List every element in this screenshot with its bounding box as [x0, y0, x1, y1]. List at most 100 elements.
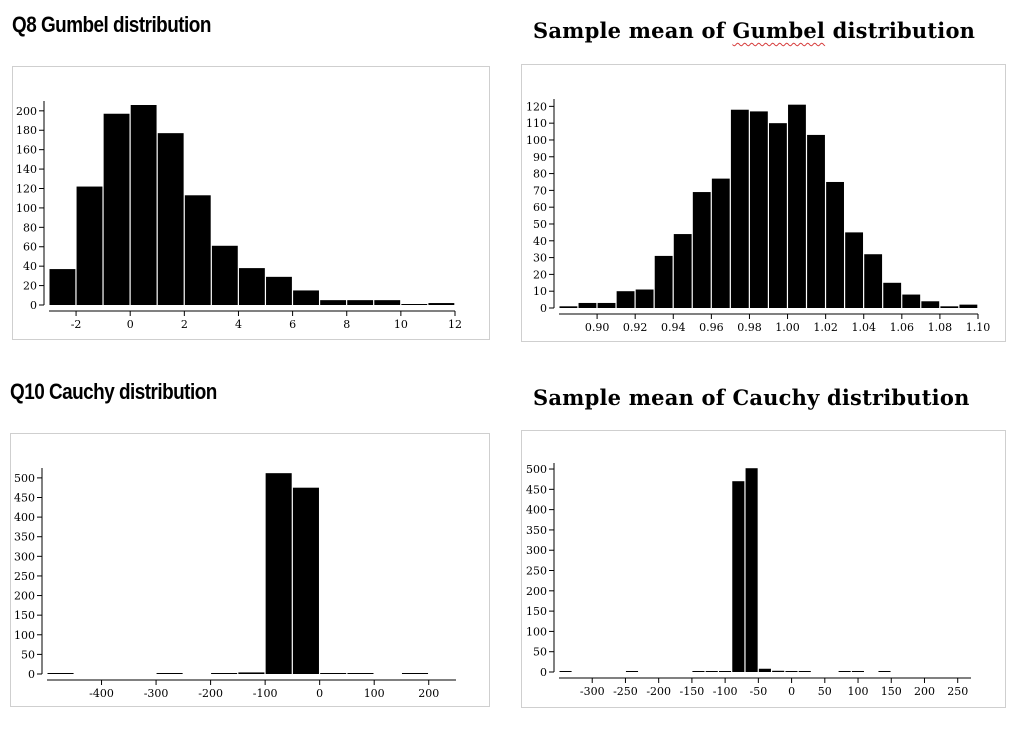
histogram-bar [616, 291, 635, 308]
histogram-bar [730, 109, 749, 308]
x-tick-label: -200 [646, 685, 671, 698]
x-tick-label: -2 [71, 318, 82, 331]
x-tick-label: -150 [680, 685, 705, 698]
histogram-bar [157, 133, 184, 305]
histogram-bar [711, 178, 730, 308]
y-tick-label: 80 [23, 221, 37, 234]
histogram-bar [401, 304, 428, 305]
histogram-bar [807, 134, 825, 308]
histogram-bar [845, 232, 864, 308]
y-tick-label: 150 [14, 609, 35, 622]
y-tick-label: 350 [526, 524, 547, 537]
y-tick-label: 0 [28, 668, 35, 681]
cauchy-chart-title: Q10 Cauchy distribution [10, 379, 217, 404]
x-tick-label: 0.96 [699, 321, 724, 334]
histogram-bar [788, 104, 806, 308]
histogram-bar [883, 282, 902, 308]
histogram-bar [864, 254, 883, 308]
y-tick-label: 180 [16, 124, 37, 137]
histogram-bar [625, 671, 639, 672]
y-tick-label: 100 [16, 202, 37, 215]
x-tick-label: 150 [881, 685, 902, 698]
y-tick-label: 40 [23, 260, 37, 273]
y-tick-label: 400 [526, 504, 547, 517]
y-tick-label: 140 [16, 163, 37, 176]
y-tick-label: 300 [14, 550, 35, 563]
histogram-bar [374, 300, 401, 305]
histogram-bar [692, 192, 711, 308]
x-tick-label: 10 [394, 318, 408, 331]
histogram-bar [769, 123, 787, 308]
y-tick-label: 20 [23, 280, 37, 293]
histogram-bar [103, 113, 130, 305]
histogram-bar [293, 290, 319, 305]
cauchy-histogram-panel: -400 -300 -200 -100 0 100 200 0 50 100 150 200 250 30… [10, 433, 490, 707]
histogram-bar [921, 301, 940, 308]
histogram-bar [559, 671, 572, 672]
y-tick-label: 110 [526, 117, 547, 130]
y-tick-label: 200 [16, 105, 37, 118]
cauchy-mean-histogram-panel: -300 -250 -200 -150 -100 -50 0 50 100 150 200 250 0 5… [521, 430, 1006, 708]
x-tick-label: 0 [788, 685, 795, 698]
x-tick-label: 2 [181, 318, 188, 331]
histogram-bar [76, 186, 103, 305]
y-tick-label: 0 [30, 299, 37, 312]
histogram-bar [347, 673, 374, 674]
histogram-bar [902, 294, 921, 308]
histogram-bar [772, 670, 785, 672]
y-tick-label: 300 [526, 544, 547, 557]
x-tick-label: 200 [914, 685, 935, 698]
y-tick-label: 250 [526, 565, 547, 578]
x-tick-label: 0.94 [661, 321, 686, 334]
y-tick-label: 450 [14, 491, 35, 504]
histogram-bar [597, 302, 616, 308]
histogram-bar [798, 671, 811, 672]
y-tick-label: 400 [14, 511, 35, 524]
y-tick-label: 160 [16, 144, 37, 157]
x-tick-label: 1.10 [966, 321, 991, 334]
x-tick-label: -300 [580, 685, 605, 698]
histogram-bar [673, 234, 692, 308]
histogram-bar [266, 276, 292, 305]
x-tick-label: 0.92 [623, 321, 648, 334]
gumbel-mean-histogram: 0.90 0.92 0.94 0.96 0.98 1.00 1.02 1.04 1.06 1.08… [526, 99, 991, 334]
x-tick-label: 8 [343, 318, 350, 331]
gumbel-mean-title-prefix: Sample mean of [533, 18, 733, 43]
x-tick-label: 1.06 [890, 321, 915, 334]
x-tick-label: 4 [235, 318, 242, 331]
x-tick-label: 0 [127, 318, 134, 331]
histogram-bar [130, 105, 157, 305]
y-tick-label: 10 [533, 285, 547, 298]
histogram-bar [578, 302, 597, 308]
histogram-bar [238, 672, 265, 674]
x-tick-label: 1.04 [851, 321, 876, 334]
histogram-bar [211, 673, 238, 674]
histogram-bar [878, 671, 891, 672]
y-tick-label: 40 [533, 235, 547, 248]
spellcheck-flagged-word[interactable]: Gumbel [732, 18, 826, 43]
cauchy-mean-histogram: -300 -250 -200 -150 -100 -50 0 50 100 150 200 250 0 5… [526, 463, 971, 698]
y-tick-label: 500 [14, 472, 35, 485]
histogram-bar [320, 673, 347, 674]
y-tick-label: 0 [540, 302, 547, 315]
histogram-bar [758, 668, 771, 672]
histogram-bar [745, 468, 758, 672]
histogram-bar [401, 673, 429, 674]
x-tick-label: -300 [144, 687, 169, 700]
y-tick-label: 90 [533, 151, 547, 164]
histogram-bar [718, 671, 732, 672]
y-tick-label: 50 [533, 646, 547, 659]
histogram-bar [49, 269, 76, 305]
histogram-bar [785, 671, 798, 672]
y-tick-label: 500 [526, 463, 547, 476]
histogram-bar [635, 289, 654, 308]
x-tick-label: 6 [289, 318, 296, 331]
histogram-bar [184, 195, 211, 305]
y-tick-label: 60 [533, 201, 547, 214]
gumbel-chart-title: Q8 Gumbel distribution [12, 12, 211, 37]
y-tick-label: 450 [526, 483, 547, 496]
histogram-bar [347, 300, 374, 305]
y-tick-label: 100 [14, 629, 35, 642]
x-tick-label: 1.08 [928, 321, 953, 334]
